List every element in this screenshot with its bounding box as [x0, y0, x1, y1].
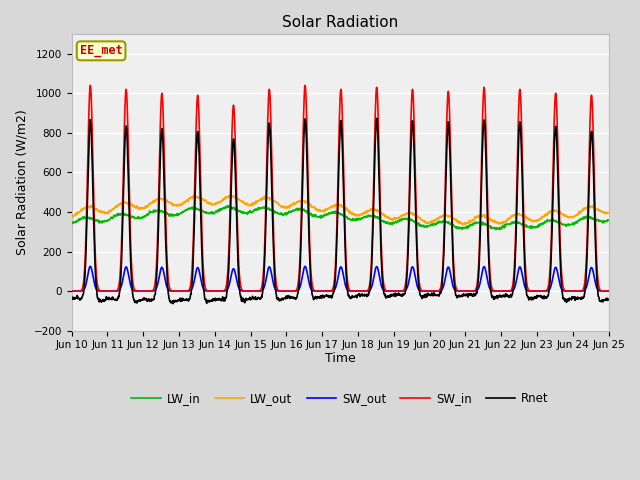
SW_out	[494, 288, 502, 294]
SW_in	[211, 288, 219, 294]
SW_out	[424, 288, 431, 294]
SW_in	[604, 288, 612, 294]
Line: SW_in: SW_in	[72, 85, 608, 291]
LW_out	[227, 192, 235, 198]
LW_out	[248, 202, 255, 208]
LW_out	[68, 214, 76, 219]
LW_in	[174, 213, 182, 218]
Line: SW_out: SW_out	[72, 266, 608, 291]
SW_out	[188, 287, 195, 292]
Title: Solar Radiation: Solar Radiation	[282, 15, 398, 30]
Rnet	[373, 116, 381, 121]
Rnet	[494, 293, 502, 299]
LW_out	[424, 219, 431, 225]
SW_in	[424, 288, 431, 294]
LW_in	[541, 218, 549, 224]
Line: LW_out: LW_out	[72, 195, 608, 225]
X-axis label: Time: Time	[324, 352, 355, 365]
SW_in	[68, 288, 76, 294]
LW_out	[494, 219, 502, 225]
LW_out	[174, 202, 182, 208]
Rnet	[68, 297, 76, 302]
LW_out	[187, 194, 195, 200]
SW_in	[188, 276, 195, 282]
Rnet	[424, 293, 431, 299]
Rnet	[175, 297, 182, 303]
LW_out	[541, 213, 549, 219]
SW_in	[86, 83, 94, 88]
LW_in	[492, 227, 499, 232]
SW_in	[175, 288, 182, 294]
SW_in	[541, 288, 549, 294]
Y-axis label: Solar Radiation (W/m2): Solar Radiation (W/m2)	[15, 109, 28, 255]
SW_out	[86, 264, 94, 269]
LW_in	[604, 217, 612, 223]
Line: Rnet: Rnet	[72, 119, 608, 304]
LW_in	[225, 203, 232, 209]
SW_out	[68, 288, 76, 294]
SW_in	[248, 288, 255, 294]
SW_in	[494, 288, 502, 294]
Rnet	[248, 296, 255, 301]
SW_out	[541, 288, 549, 294]
LW_in	[248, 210, 255, 216]
Rnet	[541, 294, 549, 300]
LW_in	[187, 205, 195, 211]
LW_in	[424, 224, 431, 229]
SW_out	[604, 288, 612, 294]
SW_out	[248, 288, 255, 294]
LW_out	[459, 222, 467, 228]
LW_in	[68, 221, 76, 227]
SW_out	[211, 288, 219, 294]
LW_out	[604, 210, 612, 216]
Line: LW_in: LW_in	[72, 206, 608, 229]
Rnet	[188, 288, 195, 294]
Legend: LW_in, LW_out, SW_out, SW_in, Rnet: LW_in, LW_out, SW_out, SW_in, Rnet	[127, 387, 554, 409]
Rnet	[604, 297, 612, 303]
Text: EE_met: EE_met	[80, 44, 122, 57]
LW_in	[494, 226, 502, 231]
Rnet	[169, 301, 177, 307]
SW_out	[175, 288, 182, 294]
